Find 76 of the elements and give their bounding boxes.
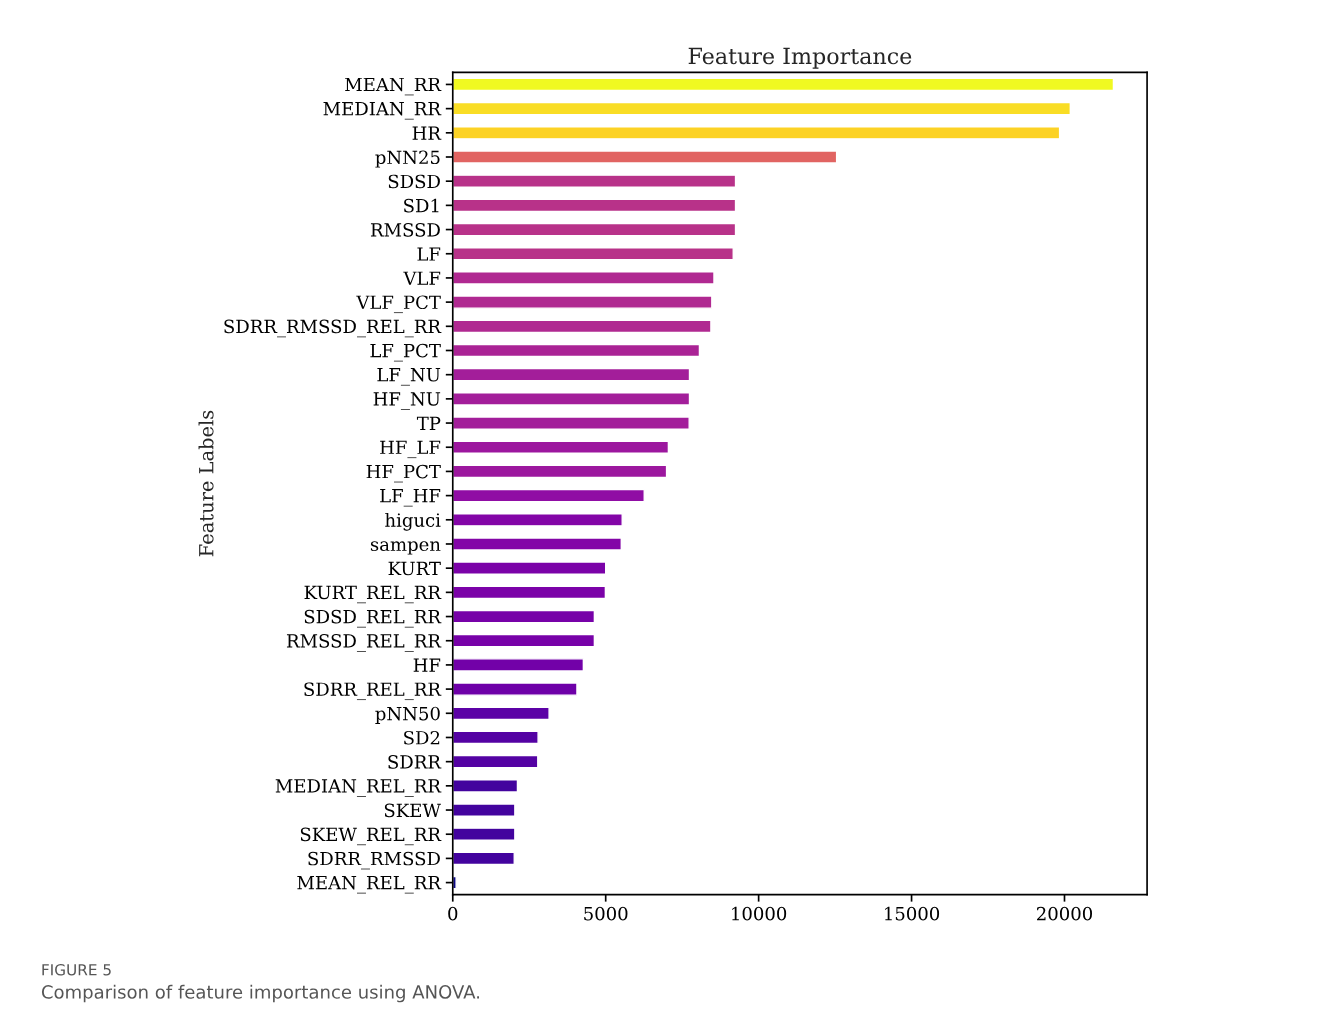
bar	[452, 247, 734, 261]
y-tick-label: MEDIAN_RR	[323, 102, 442, 120]
y-tick-label: SDRR_RMSSD_REL_RR	[224, 319, 442, 338]
bar	[452, 561, 607, 575]
y-tick-label: sampen	[370, 541, 441, 555]
bar	[452, 77, 1115, 92]
bar	[452, 754, 539, 769]
bar	[452, 343, 701, 358]
y-tick-label: SDRR_REL_RR	[304, 682, 442, 701]
y-tick-label: HF_LF	[380, 440, 441, 459]
y-tick-label: HF	[413, 658, 441, 672]
y-tick-label: SD2	[404, 730, 440, 745]
bar	[452, 174, 737, 188]
y-tick-label: LF_PCT	[370, 343, 441, 362]
y-tick-label: pNN50	[375, 706, 440, 724]
y-tick-label: SDSD_REL_RR	[304, 609, 442, 628]
x-tick-label: 5000	[584, 906, 628, 921]
y-tick-label: higuci	[385, 512, 441, 531]
caption: FIGURE 5	[42, 963, 111, 976]
bar	[452, 851, 515, 866]
y-tick-label: HF_PCT	[366, 464, 441, 483]
y-tick-label: MEDIAN_REL_RR	[275, 779, 442, 797]
bar	[452, 682, 578, 696]
y-axis-title: Feature Labels	[198, 410, 214, 557]
bar	[452, 126, 1061, 140]
chart-title: Feature Importance	[688, 47, 912, 69]
x-tick-label: 0	[448, 906, 458, 921]
bar	[452, 513, 623, 527]
y-tick-label: KURT_REL_RR	[304, 585, 442, 604]
y-tick-label: RMSSD	[370, 223, 440, 237]
bar	[452, 416, 690, 430]
y-tick-label: SDRR	[388, 755, 442, 769]
y-tick-label: SDRR_RMSSD	[308, 851, 440, 870]
bar	[452, 827, 516, 841]
x-tick-label: 10000	[732, 906, 787, 921]
y-tick-label: LF_NU	[377, 368, 441, 386]
bar	[452, 392, 691, 406]
bar	[452, 633, 596, 648]
bar	[452, 271, 715, 285]
y-tick-label: SD1	[404, 198, 439, 213]
bar	[452, 222, 737, 237]
x-tick-label: 15000	[885, 906, 940, 921]
y-tick-label: SKEW	[384, 803, 441, 818]
bar	[452, 706, 550, 721]
y-tick-label: LF_HF	[380, 489, 441, 507]
y-tick-label: KURT	[388, 561, 441, 576]
bar	[452, 367, 691, 382]
bar	[452, 295, 713, 309]
bar	[452, 779, 519, 793]
bar	[452, 198, 737, 213]
y-tick-label: TP	[416, 416, 441, 430]
y-tick-label: LF	[417, 247, 441, 261]
bar	[452, 150, 838, 164]
y-tick-label: HR	[412, 126, 442, 140]
text: Comparison of feature importance using ANOVA.	[41, 984, 480, 1003]
bar	[452, 537, 622, 551]
bar	[452, 730, 539, 745]
y-tick-label: VLF	[403, 271, 441, 285]
bar	[452, 101, 1072, 116]
bar	[452, 319, 712, 334]
y-tick-label: HF_NU	[373, 392, 441, 410]
y-tick-label: MEAN_REL_RR	[297, 876, 442, 894]
y-tick-label: pNN25	[375, 150, 440, 168]
bar	[452, 658, 585, 672]
y-tick-label: MEAN_RR	[345, 77, 442, 96]
y-tick-label: RMSSD_REL_RR	[286, 634, 442, 652]
y-tick-label: SKEW_REL_RR	[300, 827, 442, 846]
x-tick-label: 20000	[1037, 906, 1093, 921]
y-tick-label: VLF_PCT	[356, 295, 441, 314]
bar	[452, 440, 670, 454]
bar	[452, 488, 645, 503]
bar	[452, 609, 596, 624]
bar	[452, 585, 607, 600]
bar	[452, 803, 516, 817]
bar	[452, 464, 668, 479]
y-tick-label: SDSD	[388, 174, 440, 189]
